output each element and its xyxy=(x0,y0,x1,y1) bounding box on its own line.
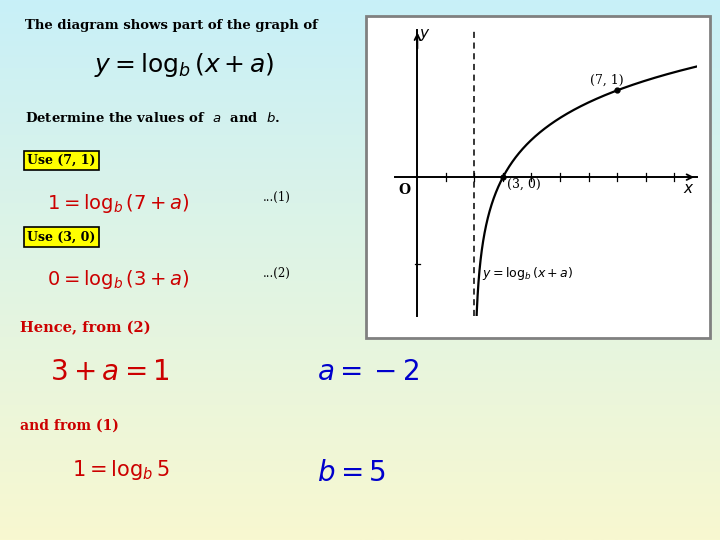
Text: O: O xyxy=(399,184,411,198)
Text: $y = \log_b(x + a)$: $y = \log_b(x + a)$ xyxy=(94,51,274,79)
Text: $b = 5$: $b = 5$ xyxy=(317,460,386,487)
Text: Use (3, 0): Use (3, 0) xyxy=(27,231,96,244)
Text: $1 = \log_b(7 + a)$: $1 = \log_b(7 + a)$ xyxy=(47,192,189,215)
Text: $y = \log_b(x + a)$: $y = \log_b(x + a)$ xyxy=(482,265,573,282)
Text: Use (7, 1): Use (7, 1) xyxy=(27,154,96,167)
Text: ...(1): ...(1) xyxy=(263,191,291,204)
Text: Determine the values of  $\mathit{a}$  and  $\mathit{b}$.: Determine the values of $\mathit{a}$ and… xyxy=(25,111,281,125)
Text: $0 = \log_b(3 + a)$: $0 = \log_b(3 + a)$ xyxy=(47,268,189,292)
Text: (7, 1): (7, 1) xyxy=(590,73,624,86)
Text: $1 = \log_b 5$: $1 = \log_b 5$ xyxy=(72,458,170,482)
Text: The diagram shows part of the graph of: The diagram shows part of the graph of xyxy=(25,19,318,32)
FancyBboxPatch shape xyxy=(366,16,710,338)
Text: Hence, from (2): Hence, from (2) xyxy=(20,321,150,335)
Text: and from (1): and from (1) xyxy=(20,418,119,433)
Text: (3, 0): (3, 0) xyxy=(508,178,541,191)
Text: $a = -2$: $a = -2$ xyxy=(317,359,419,386)
Text: $x$: $x$ xyxy=(683,182,694,195)
Text: $y$: $y$ xyxy=(419,28,431,43)
Text: $3 + a = 1$: $3 + a = 1$ xyxy=(50,359,170,386)
Text: ...(2): ...(2) xyxy=(263,267,291,280)
